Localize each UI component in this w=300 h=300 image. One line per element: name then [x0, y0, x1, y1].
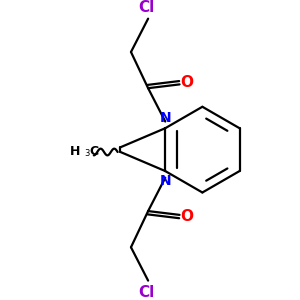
Text: Cl: Cl	[138, 0, 154, 15]
Text: H: H	[70, 145, 80, 158]
Text: N: N	[160, 111, 171, 125]
Text: Cl: Cl	[138, 284, 154, 299]
Text: O: O	[181, 209, 194, 224]
Text: C: C	[89, 145, 98, 158]
Text: O: O	[181, 75, 194, 90]
Text: N: N	[160, 174, 171, 188]
Text: 3: 3	[84, 149, 90, 158]
